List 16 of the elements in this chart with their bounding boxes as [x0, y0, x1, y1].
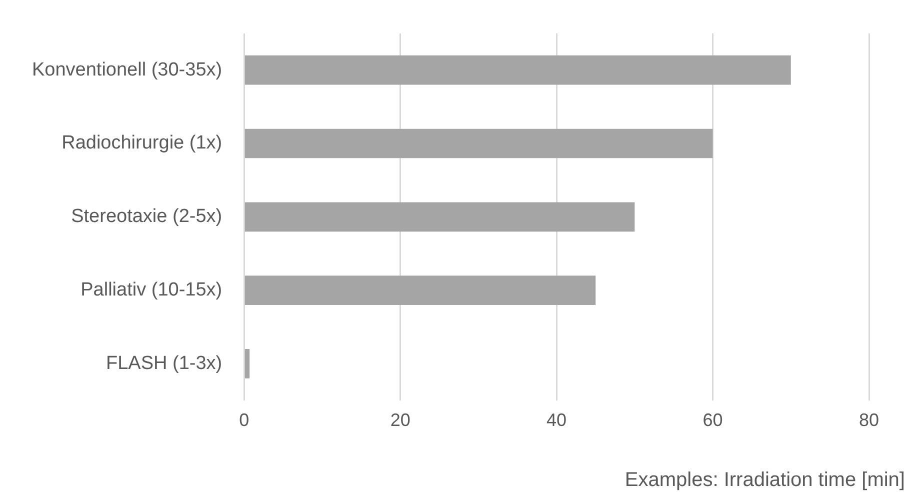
x-tick-label: 40: [546, 410, 567, 430]
y-tick-label: Radiochirurgie (1x): [62, 132, 222, 154]
bar: [244, 349, 250, 378]
bar: [244, 202, 635, 232]
y-tick-label: FLASH (1-3x): [106, 352, 222, 374]
x-axis-title: Examples: Irradiation time [min]: [624, 469, 905, 492]
bar: [244, 276, 596, 305]
bar: [244, 55, 791, 85]
y-tick-label: Stereotaxie (2-5x): [71, 206, 222, 228]
x-tick-label: 80: [858, 410, 880, 430]
bar: [244, 128, 713, 158]
x-tick-label: 60: [702, 410, 723, 430]
x-tick-label: 0: [239, 410, 250, 430]
x-tick-label: 20: [390, 410, 410, 430]
y-tick-label: Palliativ (10-15x): [80, 280, 222, 301]
y-tick-label: Konventionell (30-35x): [32, 59, 222, 80]
